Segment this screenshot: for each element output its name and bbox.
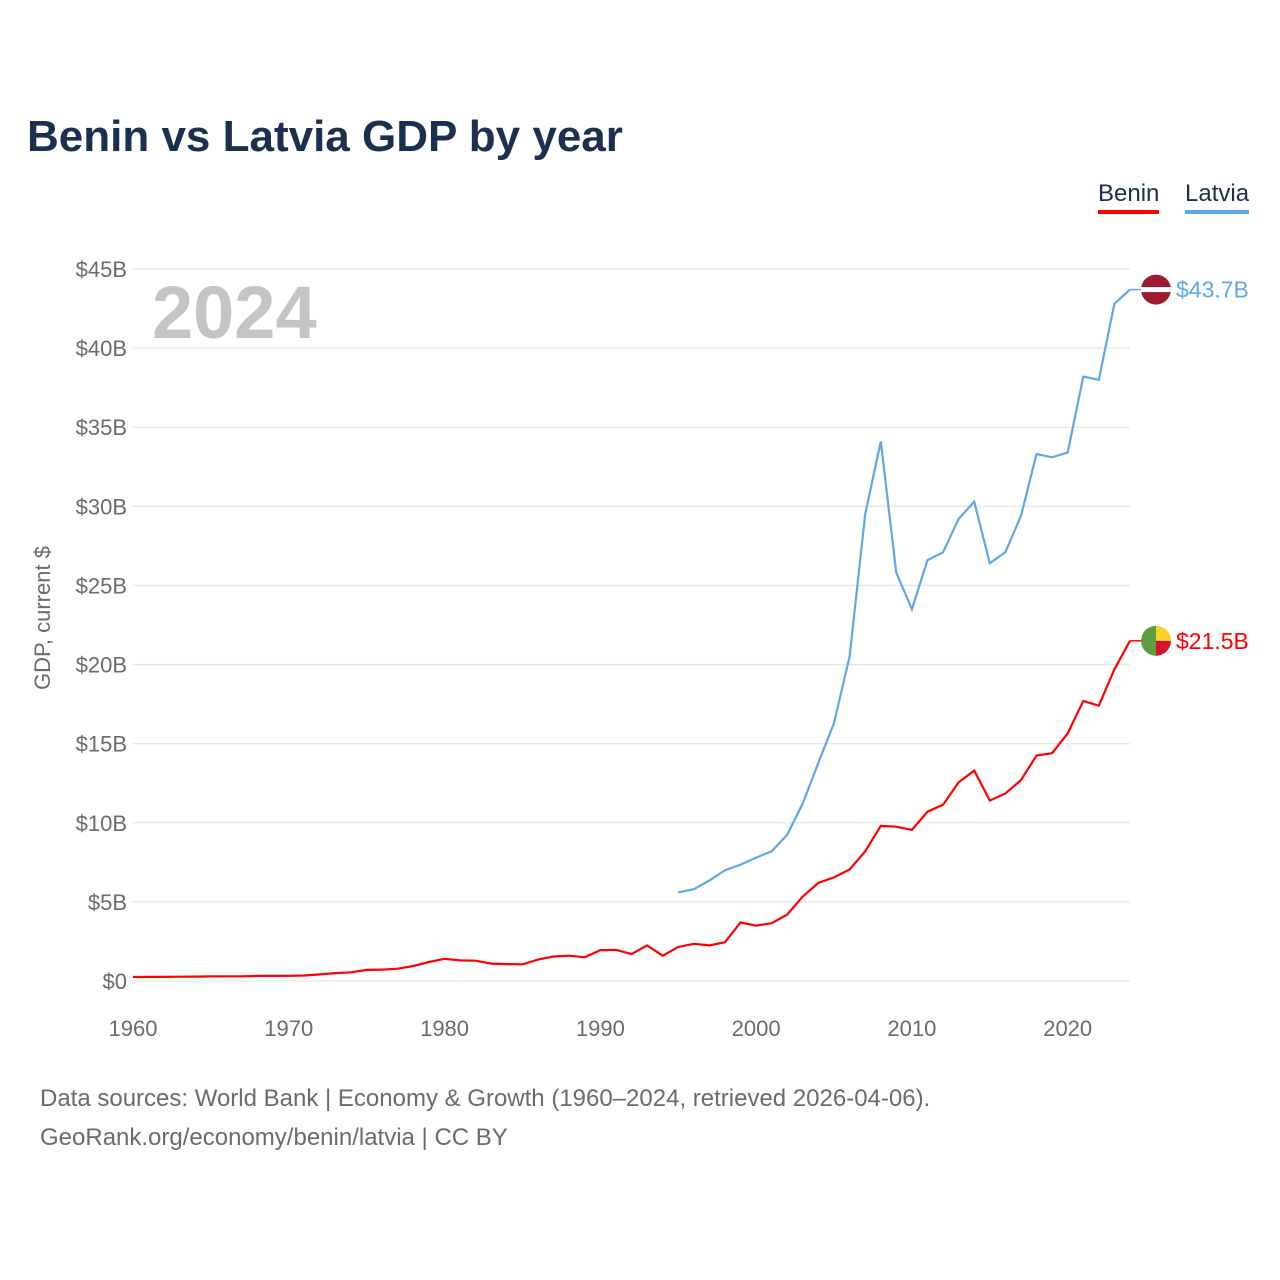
x-tick-label: 2020 xyxy=(1043,1016,1092,1041)
x-tick-label: 1990 xyxy=(576,1016,625,1041)
legend-latvia[interactable]: Latvia xyxy=(1185,180,1250,214)
y-tick-label: $35B xyxy=(76,415,127,440)
latvia-flag-stripe xyxy=(1141,287,1171,293)
legend-benin[interactable]: Benin xyxy=(1098,180,1160,214)
x-tick-label: 2010 xyxy=(887,1016,936,1041)
x-tick-label: 2000 xyxy=(732,1016,781,1041)
x-tick-label: 1960 xyxy=(109,1016,158,1041)
y-tick-label: $30B xyxy=(76,494,127,519)
benin-flag-icon xyxy=(1141,625,1156,656)
y-tick-label: $45B xyxy=(76,257,127,282)
y-axis-label: GDP, current $ xyxy=(30,546,55,690)
series-line-benin xyxy=(132,640,1131,979)
end-value-label: $43.7B xyxy=(1176,277,1249,303)
series-line-latvia xyxy=(677,288,1131,894)
y-tick-label: $20B xyxy=(76,653,127,678)
chart-title: Benin vs Latvia GDP by year xyxy=(27,112,623,161)
end-value-label: $21.5B xyxy=(1176,628,1249,654)
y-tick-label: $15B xyxy=(76,732,127,757)
footer-link[interactable]: GeoRank.org/economy/benin/latvia | CC BY xyxy=(40,1124,508,1151)
benin-flag-red xyxy=(1156,640,1172,656)
year-watermark: 2024 xyxy=(152,271,317,354)
x-tick-label: 1970 xyxy=(264,1016,313,1041)
y-tick-label: $5B xyxy=(88,890,127,915)
footer-sources: Data sources: World Bank | Economy & Gro… xyxy=(40,1085,931,1112)
benin-flag-yellow xyxy=(1156,625,1171,641)
y-tick-label: $25B xyxy=(76,573,127,598)
x-tick-label: 1980 xyxy=(420,1016,469,1041)
y-tick-label: $0 xyxy=(103,969,127,994)
y-tick-label: $40B xyxy=(76,336,127,361)
y-tick-label: $10B xyxy=(76,811,127,836)
